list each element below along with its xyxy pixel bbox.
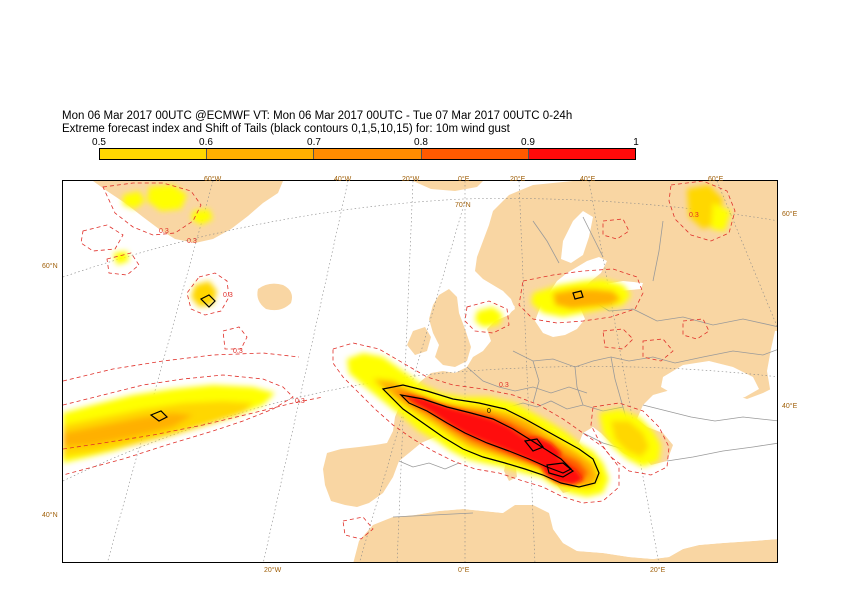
colorbar-segment-4 xyxy=(421,149,529,159)
chart-title: Mon 06 Mar 2017 00UTC @ECMWF VT: Mon 06 … xyxy=(62,110,573,122)
efi-greenland-3 xyxy=(191,209,213,225)
efi-russia-ne-2 xyxy=(711,203,731,231)
grat-top-outer-6: 60°E xyxy=(708,176,724,183)
grat-left-1: 40°N xyxy=(42,512,58,519)
grat-label-inner-0: 70°N xyxy=(455,202,471,209)
land-arctic-islands xyxy=(413,181,483,191)
grat-left-0: 60°N xyxy=(42,263,58,270)
efi-greenland xyxy=(147,185,187,211)
efi-shading xyxy=(63,185,731,497)
sea-med-east xyxy=(553,481,777,559)
sea-mediterranean xyxy=(393,477,507,517)
land-iceland xyxy=(257,283,292,311)
efi-label-3: 0.3 xyxy=(223,292,233,299)
colorbar-label-1: 0.6 xyxy=(199,137,213,148)
colorbar-label-3: 0.8 xyxy=(414,137,428,148)
grat-top-outer-5: 40°E xyxy=(580,176,596,183)
grat-right-0: 60°E xyxy=(782,211,798,218)
map-panel: 0.3 0.3 0.3 0.3 0.3 0.3 0.3 0 60°W 40°W … xyxy=(62,180,778,563)
colorbar-segment-3 xyxy=(314,149,422,159)
grat-right-1: 40°E xyxy=(782,403,798,410)
land-great-britain xyxy=(429,289,471,367)
colorbar-label-0: 0.5 xyxy=(92,137,106,148)
efi-label-2: 0.3 xyxy=(187,238,197,245)
chart-subtitle: Extreme forecast index and Shift of Tail… xyxy=(62,123,510,135)
colorbar-segment-1 xyxy=(100,149,208,159)
efi-central-med-core xyxy=(519,437,561,463)
colorbar-segment-2 xyxy=(207,149,315,159)
efi-baltic-inner xyxy=(553,289,621,309)
efi-balkans-inner xyxy=(611,421,649,457)
sea-gulf-of-bothnia xyxy=(561,211,593,263)
sea-caspian xyxy=(767,331,777,400)
grat-top-outer-0: 60°W xyxy=(204,176,222,183)
colorbar-segment-5 xyxy=(528,149,636,159)
grat-bottom-1: 0°E xyxy=(458,567,470,574)
colorbar xyxy=(99,148,636,160)
efi-label-1: 0.3 xyxy=(159,228,169,235)
efi-label-4: 0.3 xyxy=(233,348,243,355)
colorbar-label-2: 0.7 xyxy=(307,137,321,148)
efi-atlantic-band-core xyxy=(63,413,193,447)
efi-contours xyxy=(63,181,736,540)
efi-greenland-2 xyxy=(123,191,145,209)
sea-black xyxy=(661,361,759,403)
efi-norway xyxy=(475,307,503,327)
sot-contours xyxy=(149,290,600,488)
map-canvas: 0.3 0.3 0.3 0.3 0.3 0.3 0.3 0 xyxy=(63,181,777,562)
efi-greenland-4 xyxy=(113,251,129,265)
grat-top-outer-1: 40°W xyxy=(334,176,352,183)
efi-label-7: 0.3 xyxy=(689,212,699,219)
colorbar-label-5: 1 xyxy=(633,137,639,148)
grat-bottom-2: 20°E xyxy=(650,567,666,574)
contour-labels: 0.3 0.3 0.3 0.3 0.3 0.3 0.3 0 xyxy=(159,212,699,415)
efi-iceland xyxy=(191,281,217,307)
grat-top-outer-3: 0°E xyxy=(458,176,470,183)
grat-top-outer-2: 20°W xyxy=(402,176,420,183)
land-ireland xyxy=(407,327,431,355)
land-north-africa xyxy=(353,505,777,562)
sot-label-1: 0 xyxy=(487,408,491,415)
efi-label-5: 0.3 xyxy=(295,398,305,405)
grat-top-outer-4: 20°E xyxy=(510,176,526,183)
colorbar-label-4: 0.9 xyxy=(521,137,535,148)
efi-label-6: 0.3 xyxy=(499,382,509,389)
grat-bottom-0: 20°W xyxy=(264,567,282,574)
